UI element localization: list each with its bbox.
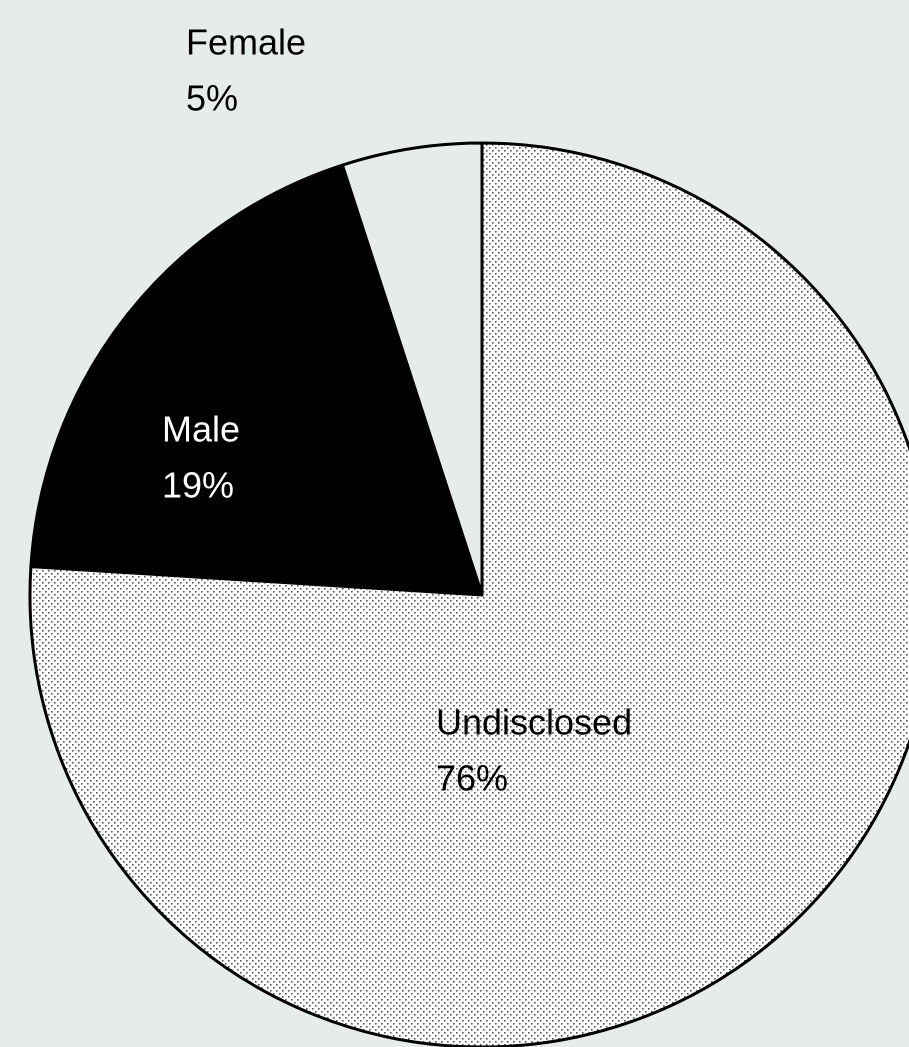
- slice-label: Undisclosed: [436, 702, 632, 743]
- slice-label: Male: [162, 409, 240, 450]
- slice-value-label: 76%: [436, 758, 508, 799]
- pie-slice: [28, 141, 909, 1047]
- slice-value-label: 5%: [186, 78, 238, 119]
- pie-slice: [29, 163, 484, 597]
- slice-value-label: 19%: [162, 465, 234, 506]
- slice-label: Female: [186, 22, 306, 63]
- pie-slice: [340, 141, 484, 597]
